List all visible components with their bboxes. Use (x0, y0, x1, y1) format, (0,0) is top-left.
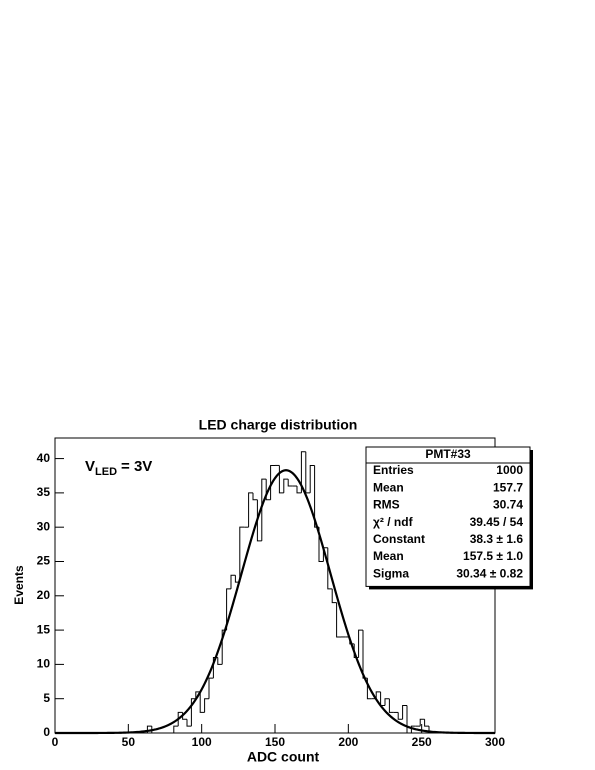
histogram-bin (410, 725, 416, 733)
stats-value: 30.34 ± 0.82 (456, 566, 523, 580)
stats-label: Entries (373, 463, 414, 477)
stats-value: 1000 (496, 463, 523, 477)
y-tick-label: 25 (37, 554, 51, 568)
fit-curve (55, 469, 495, 735)
histogram-bin (199, 691, 205, 713)
histogram-bin (424, 719, 429, 727)
annotation-sub: LED (95, 466, 117, 478)
stats-label: Constant (373, 532, 425, 546)
histogram-bin (226, 588, 231, 631)
y-tick-label: 30 (37, 519, 51, 533)
stats-value: 157.5 ± 1.0 (463, 549, 523, 563)
y-tick-label: 40 (37, 451, 51, 465)
stats-value: 30.74 (493, 498, 523, 512)
histogram-bin (362, 630, 368, 679)
histogram-bin (388, 698, 394, 713)
histogram-bin (336, 602, 341, 638)
annotation-main: V (85, 458, 95, 475)
stats-label: Mean (373, 549, 404, 563)
histogram-bin (265, 479, 271, 501)
stats-title: PMT#33 (425, 447, 471, 461)
histogram-bin (177, 711, 183, 727)
stats-value: 39.45 / 54 (470, 515, 524, 529)
histogram-bin (204, 698, 209, 713)
histogram-bin (331, 588, 337, 604)
chart-title: LED charge distribution (199, 417, 358, 433)
histogram-bin (309, 464, 315, 493)
stats-value: 157.7 (493, 480, 523, 494)
x-tick-label: 0 (52, 735, 59, 749)
x-tick-label: 150 (265, 735, 285, 749)
x-tick-label: 100 (192, 735, 212, 749)
histogram-bin (195, 691, 201, 699)
y-tick-label: 20 (37, 588, 51, 602)
histogram-bin (173, 725, 179, 733)
y-tick-label: 0 (43, 725, 50, 739)
histogram-bin (397, 712, 403, 720)
histogram-bin (278, 465, 284, 494)
x-tick-label: 200 (338, 735, 358, 749)
histogram-bin (217, 657, 223, 665)
histogram-bin (239, 526, 245, 583)
histogram-bin (208, 677, 214, 699)
stats-value: 38.3 ± 1.6 (470, 532, 524, 546)
histogram-bin (248, 492, 253, 528)
histogram-bin (283, 478, 289, 493)
histogram-bin (256, 499, 262, 542)
histogram-bin (261, 478, 267, 541)
histogram-bin (300, 451, 306, 493)
stats-label: RMS (373, 498, 400, 512)
histogram-bin (190, 698, 196, 727)
x-tick-label: 50 (122, 735, 136, 749)
y-tick-label: 35 (37, 485, 51, 499)
histogram-bin (384, 698, 390, 706)
histogram-bin (230, 574, 236, 589)
annotation-rest: = 3V (121, 458, 152, 475)
histogram-bin (270, 464, 275, 500)
histogram-bin (186, 719, 192, 727)
histogram-bin (419, 718, 425, 727)
y-tick-label: 10 (37, 657, 51, 671)
stats-box (365, 446, 531, 587)
stats-label: Mean (373, 480, 404, 494)
x-tick-label: 300 (485, 735, 505, 749)
histogram-bin (305, 451, 311, 494)
histogram-bin (402, 705, 407, 720)
y-tick-label: 15 (37, 622, 51, 636)
y-tick-label: 5 (43, 691, 50, 705)
histogram-bin (358, 629, 363, 658)
histogram-bin (296, 486, 302, 494)
x-axis-label: ADC count (247, 749, 320, 765)
histogram-bin (380, 691, 385, 707)
stats-label: χ² / ndf (373, 515, 414, 529)
histogram-bin (252, 492, 258, 501)
histogram-bin (151, 726, 157, 734)
annotation: VLED = 3V (85, 458, 152, 478)
stats-label: Sigma (373, 566, 409, 580)
histogram-bin (406, 705, 412, 734)
histogram-bin (287, 479, 293, 487)
y-axis-label: Events (12, 565, 26, 605)
x-tick-label: 250 (412, 735, 432, 749)
histogram-bin (318, 527, 324, 562)
histogram-bin (375, 691, 381, 699)
